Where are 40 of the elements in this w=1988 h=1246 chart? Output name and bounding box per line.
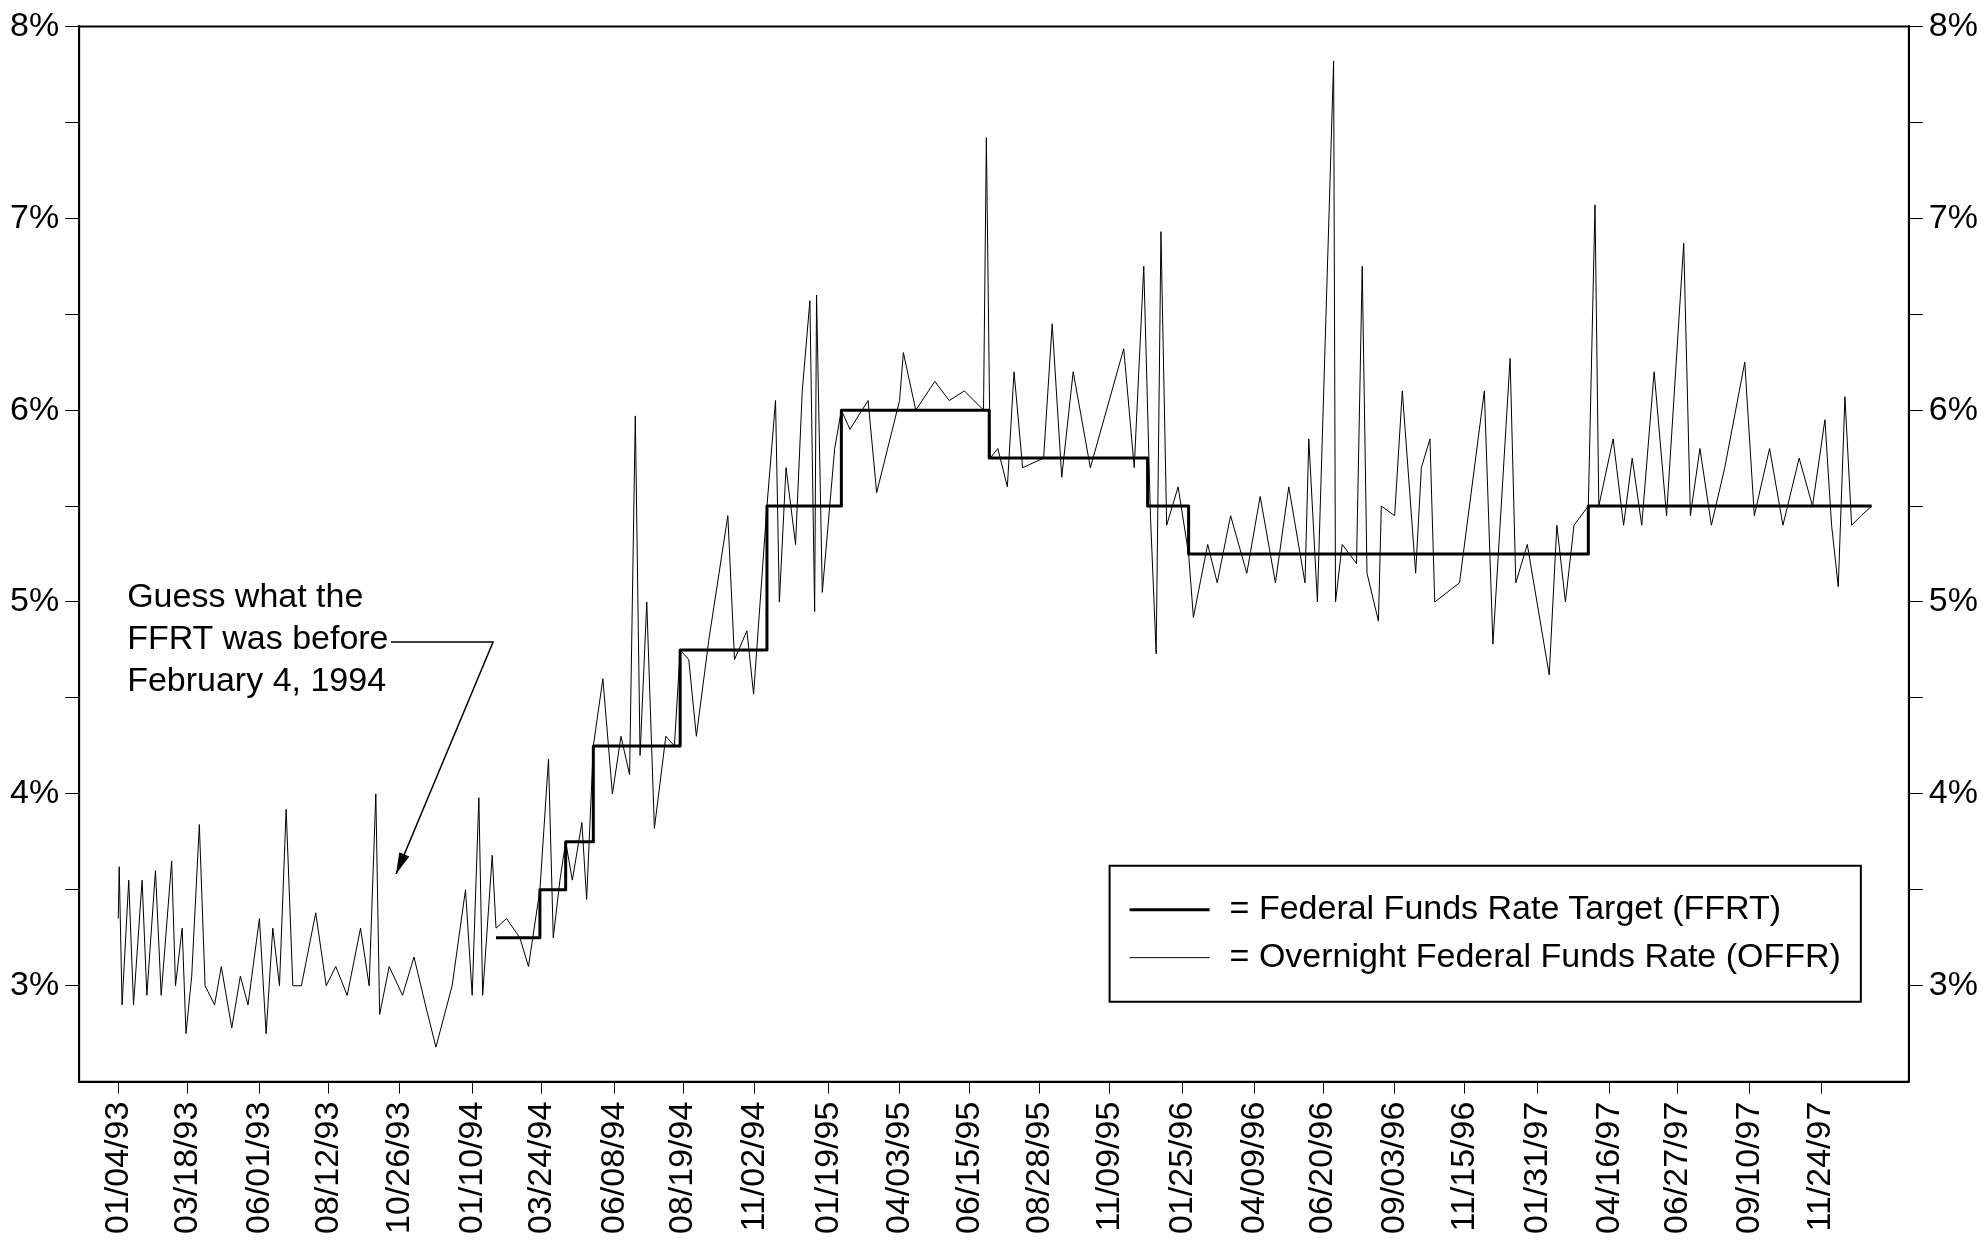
- x-tick-label: 01/04/93: [96, 1101, 135, 1235]
- annotation: Guess what the FFRT was before February 4, 1994: [127, 575, 389, 698]
- x-tick-label: 11/15/96: [1442, 1101, 1481, 1232]
- x-tick-label: 11/24/97: [1799, 1101, 1838, 1232]
- x-tick-label: 01/25/96: [1161, 1101, 1200, 1235]
- y-tick-label: 4%: [10, 772, 60, 811]
- y-tick-label: 3%: [10, 964, 60, 1003]
- x-tick-label: 08/12/93: [306, 1101, 345, 1235]
- legend-label: = Overnight Federal Funds Rate (OFFR): [1229, 936, 1841, 975]
- y-tick-label: 7%: [10, 196, 60, 235]
- x-tick-label: 03/24/94: [520, 1101, 559, 1235]
- y-tick-label: 5%: [10, 580, 60, 619]
- x-tick-label: 03/18/93: [166, 1101, 205, 1235]
- x-tick-label: 06/08/94: [592, 1101, 631, 1235]
- y2-tick-label: 5%: [1928, 580, 1978, 619]
- x-tick-label: 06/01/93: [237, 1101, 276, 1235]
- x-tick-label: 10/26/93: [378, 1101, 417, 1235]
- x-tick-label: 08/28/95: [1018, 1101, 1057, 1235]
- x-tick-label: 04/16/97: [1587, 1101, 1626, 1235]
- x-tick-label: 06/27/97: [1656, 1101, 1695, 1235]
- y2-tick-label: 6%: [1928, 388, 1978, 427]
- x-tick-label: 01/10/94: [450, 1101, 489, 1235]
- y-tick-label: 8%: [10, 4, 60, 43]
- x-tick-label: 09/03/96: [1373, 1101, 1412, 1235]
- x-tick-label: 01/19/95: [807, 1101, 846, 1235]
- x-tick-label: 06/20/96: [1301, 1101, 1340, 1235]
- y2-tick-label: 4%: [1928, 772, 1978, 811]
- x-tick-label: 06/15/95: [947, 1101, 986, 1235]
- y2-tick-label: 8%: [1928, 4, 1978, 43]
- x-tick-label: 04/09/96: [1232, 1101, 1271, 1235]
- x-tick-label: 09/10/97: [1727, 1101, 1766, 1235]
- x-tick-label: 11/09/95: [1087, 1101, 1126, 1232]
- x-tick-label: 01/31/97: [1516, 1101, 1555, 1235]
- y2-tick-label: 3%: [1928, 964, 1978, 1003]
- legend-label: = Federal Funds Rate Target (FFRT): [1229, 888, 1782, 927]
- y-tick-label: 6%: [10, 388, 60, 427]
- x-tick-label: 11/02/94: [732, 1101, 771, 1232]
- y2-tick-label: 7%: [1928, 196, 1978, 235]
- x-tick-label: 08/19/94: [661, 1101, 700, 1235]
- x-tick-label: 04/03/95: [877, 1101, 916, 1235]
